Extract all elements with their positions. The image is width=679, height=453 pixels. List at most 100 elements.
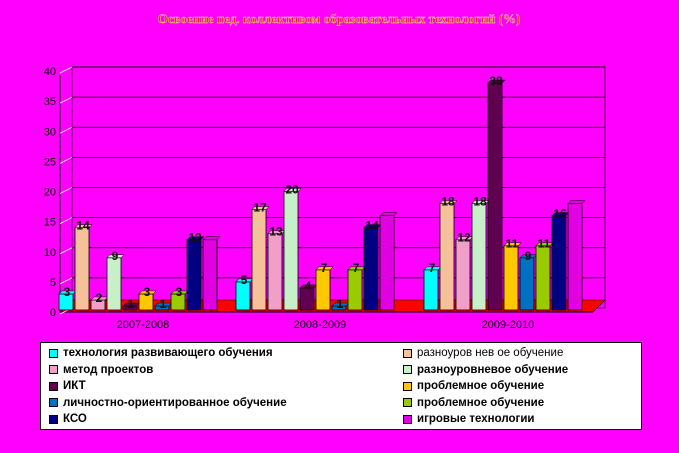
legend-label: проблемное обучение [417,396,545,409]
legend-item: ИКТ [49,380,86,392]
legend-label: личностно-ориентированное обучение [63,396,287,409]
bar [202,239,218,311]
legend-label: игровые технологии [417,413,535,425]
legend-swatch [49,381,58,391]
y-tick-label: 15 [44,217,56,229]
bar [347,269,363,311]
data-label: 3 [176,285,183,299]
data-label: 18 [441,195,455,209]
bar [267,233,283,311]
gridline-side [59,96,73,104]
gridline-side [59,66,73,74]
data-label: 14 [365,219,379,233]
chart-title: Освоение пед. коллективом образовательны… [158,11,521,26]
bar-chart: Освоение пед. коллективом образовательны… [44,11,606,331]
data-label: 12 [188,231,202,245]
y-tick-label: 5 [50,277,56,289]
gridline-side [59,247,73,255]
y-tick-label: 10 [44,247,56,259]
y-tick-label: 35 [44,96,56,108]
data-label: 3 [64,285,71,299]
data-label: 3 [144,285,151,299]
x-tick-label: 2007-2008 [117,319,170,331]
y-tick-label: 30 [44,126,56,138]
bar-top [487,79,506,84]
legend-swatch [403,348,412,358]
bar [471,203,487,311]
legend-label: метод проектов [63,363,154,376]
data-label: 16 [553,207,567,221]
gridline-side [59,126,73,134]
data-label: 1 [128,297,135,311]
data-label: 7 [429,261,436,275]
data-label: 12 [457,231,471,245]
data-label: 20 [285,183,299,197]
bar [455,239,471,311]
bar [315,269,331,311]
legend-item: проблемное обучение [403,380,544,392]
data-label: 9 [525,249,532,263]
legend-label: ИКТ [63,380,86,392]
bar-top [106,254,125,259]
data-label: 2 [96,291,103,305]
data-label: 17 [253,201,267,215]
legend-swatch [403,381,412,391]
legend-item: личностно-ориентированное обучение [49,397,287,409]
bar [535,245,551,311]
legend-label: разноуров нев ое обучение [417,347,564,359]
gridline-side [59,157,73,164]
data-label: 5 [241,273,248,287]
bar [251,209,267,311]
bar-top [567,200,586,204]
legend-item: игровые технологии [403,413,534,425]
legend-label: разноуровневое обучение [417,363,569,376]
legend-swatch [49,365,58,374]
bar [487,82,503,311]
data-label: 14 [76,219,90,233]
data-label: 1 [337,297,344,311]
data-label: 11 [506,237,519,251]
legend-item: проблемное обучение [403,397,544,409]
bar [551,215,567,311]
legend-item: разноуровневое обучение [403,364,568,376]
bar [423,269,439,311]
data-label: 4 [305,279,312,293]
bar-top [202,236,221,240]
bar-top [251,206,270,210]
legend-label: технология развивающего обучения [63,347,273,359]
bar [503,245,519,311]
legend-swatch [49,414,58,424]
legend: технология развивающего обучения разноуро… [40,342,642,430]
y-tick-label: 0 [50,307,56,319]
gridline-side [59,217,73,224]
legend-swatch [403,398,412,407]
legend-swatch [403,365,412,374]
bar [283,191,299,311]
gridline-side [59,187,73,194]
legend-item: разноуров нев ое обучение [403,347,563,359]
data-label: 7 [321,261,328,275]
bar [379,215,395,311]
data-label: 7 [353,261,360,275]
bar-top [379,212,398,216]
bar-top [315,266,334,271]
bar-top [439,200,458,204]
x-tick-label: 2008-2009 [294,319,347,331]
legend-swatch [49,398,58,407]
bar-top [138,290,157,295]
legend-swatch [49,348,58,358]
data-label: 13 [269,225,283,239]
legend-item: метод проектов [49,364,153,376]
bar [363,227,379,311]
bar-top [186,236,205,240]
data-label: 18 [473,195,487,209]
y-tick-label: 20 [44,187,56,199]
data-label: 38 [489,74,503,88]
data-label: 9 [112,249,119,263]
bar [567,203,583,311]
legend-label: КСО [63,413,87,425]
y-tick-label: 40 [44,66,56,78]
legend-label: проблемное обучение [417,380,545,392]
y-tick-label: 25 [44,156,56,168]
legend-swatch [403,414,412,424]
